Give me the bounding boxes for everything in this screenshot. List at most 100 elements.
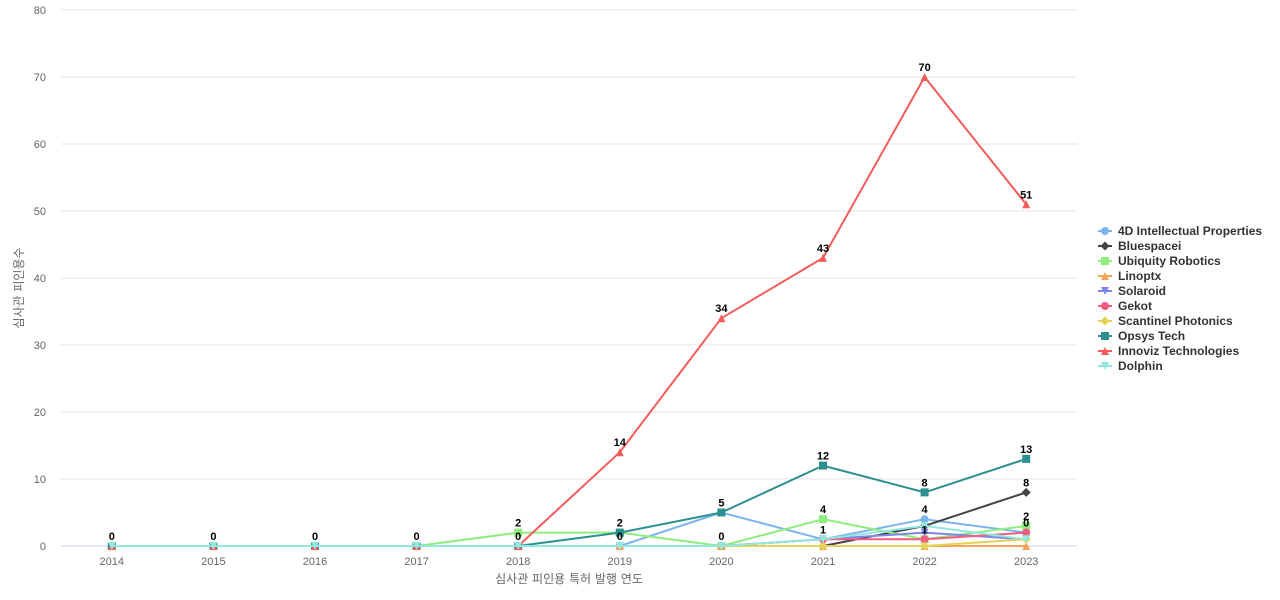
x-tick-label: 2023 [1014,556,1038,568]
data-label: 13 [1020,444,1032,456]
series-scantinel-photonics[interactable] [107,534,1031,551]
x-tick-label: 2017 [404,556,428,568]
y-tick-label: 0 [40,541,46,553]
series-line-4d-intellectual-properties[interactable] [111,511,1027,547]
data-point-opsys-tech[interactable] [819,461,827,470]
legend-item-dolphin[interactable]: Dolphin [1098,359,1163,373]
data-label: 2 [1023,511,1029,523]
data-label: 0 [109,531,115,543]
data-point-opsys-tech[interactable] [717,508,726,517]
data-point-innoviz-technologies[interactable] [615,448,624,457]
data-label: 0 [312,531,318,543]
legend-item-scantinel-photonics[interactable]: Scantinel Photonics [1098,314,1233,328]
series-line-dolphin[interactable] [111,524,1027,547]
y-tick-label: 40 [34,273,46,285]
data-point-dolphin[interactable] [717,542,726,550]
data-point-ubiquity-robotics[interactable] [514,528,523,537]
data-point-ubiquity-robotics[interactable] [819,515,827,524]
grid-lines [61,9,1077,547]
x-tick-label: 2018 [506,556,530,568]
data-label: 1 [922,524,928,536]
data-label: 0 [1023,518,1029,530]
series-line-ubiquity-robotics[interactable] [111,518,1027,547]
legend-marker-scantinel-photonics[interactable] [1100,316,1110,326]
data-point-innoviz-technologies[interactable] [1022,200,1031,209]
legend-marker-linoptx[interactable] [1101,272,1109,280]
data-label: 34 [715,303,728,315]
legend-marker-bluespacei[interactable] [1100,241,1110,251]
data-label: 1 [820,524,826,536]
series-layer [107,73,1031,551]
data-point-dolphin[interactable] [1022,535,1031,544]
data-point-dolphin[interactable] [107,542,116,550]
y-tick-label: 30 [34,340,46,352]
legend-item-opsys-tech[interactable]: Opsys Tech [1098,329,1185,343]
data-point-innoviz-technologies[interactable] [920,73,929,81]
data-point-innoviz-technologies[interactable] [819,253,827,262]
legend-marker-solaroid[interactable] [1101,287,1109,295]
legend-marker-4d-intellectual-properties[interactable] [1101,227,1109,235]
y-tick-label: 70 [34,72,46,84]
data-label: 2 [617,518,623,530]
legend-marker-innoviz-technologies[interactable] [1101,347,1109,355]
y-tick-label: 80 [34,5,46,17]
legend-marker-gekot[interactable] [1101,302,1109,310]
y-tick-label: 50 [34,206,46,218]
data-point-innoviz-technologies[interactable] [717,314,726,323]
legend-label: Innoviz Technologies [1118,344,1239,358]
data-point-opsys-tech[interactable] [920,488,929,497]
legend-label: Solaroid [1118,284,1166,298]
x-tick-label: 2015 [201,556,225,568]
data-point-ubiquity-robotics[interactable] [1022,521,1031,530]
data-point-linoptx[interactable] [1022,542,1031,550]
data-point-dolphin[interactable] [412,542,421,550]
data-label: 0 [617,531,623,543]
data-label: 8 [1023,477,1029,489]
data-point-opsys-tech[interactable] [1022,454,1031,463]
data-label: 14 [614,437,627,449]
data-label: 70 [918,62,930,74]
legend-item-4d-intellectual-properties[interactable]: 4D Intellectual Properties [1098,224,1262,238]
data-point-gekot[interactable] [920,535,929,544]
series-innoviz-technologies[interactable] [107,73,1031,550]
legend-item-bluespacei[interactable]: Bluespacei [1098,239,1181,253]
data-point-dolphin[interactable] [311,542,319,550]
legend-item-linoptx[interactable]: Linoptx [1098,269,1162,283]
series-ubiquity-robotics[interactable] [107,515,1031,550]
series-line-innoviz-technologies[interactable] [111,76,1027,547]
series-dolphin[interactable] [107,521,1031,550]
data-point-scantinel-photonics[interactable] [818,541,828,551]
legend-marker-opsys-tech[interactable] [1101,332,1109,340]
data-point-dolphin[interactable] [819,535,827,544]
x-axis-title: 심사관 피인용 특허 발행 연도 [495,571,643,586]
data-point-dolphin[interactable] [920,521,929,530]
x-tick-label: 2021 [811,556,835,568]
legend-label: Bluespacei [1118,239,1181,253]
legend-item-solaroid[interactable]: Solaroid [1098,284,1166,298]
data-point-4d-intellectual-properties[interactable] [920,515,929,524]
legend[interactable]: 4D Intellectual PropertiesBluespaceiUbiq… [1098,224,1262,373]
legend-item-ubiquity-robotics[interactable]: Ubiquity Robotics [1098,254,1221,268]
legend-label: 4D Intellectual Properties [1118,224,1262,238]
data-point-opsys-tech[interactable] [615,528,624,537]
data-point-solaroid[interactable] [920,528,929,537]
legend-item-innoviz-technologies[interactable]: Innoviz Technologies [1098,344,1239,358]
legend-marker-ubiquity-robotics[interactable] [1101,257,1109,265]
series-bluespacei[interactable] [107,487,1031,551]
data-point-dolphin[interactable] [615,542,624,550]
data-label: 8 [922,477,928,489]
x-tick-label: 2020 [709,556,733,568]
legend-label: Scantinel Photonics [1118,314,1233,328]
data-point-gekot[interactable] [1022,528,1031,537]
data-label: 4 [820,504,827,516]
data-point-dolphin[interactable] [514,542,523,550]
data-label: 0 [414,531,420,543]
data-point-bluespacei[interactable] [1021,487,1031,497]
data-point-dolphin[interactable] [209,542,218,550]
legend-marker-dolphin[interactable] [1101,362,1109,370]
data-point-scantinel-photonics[interactable] [920,541,930,551]
legend-label: Opsys Tech [1118,329,1185,343]
data-label: 0 [515,531,521,543]
legend-item-gekot[interactable]: Gekot [1098,299,1152,313]
